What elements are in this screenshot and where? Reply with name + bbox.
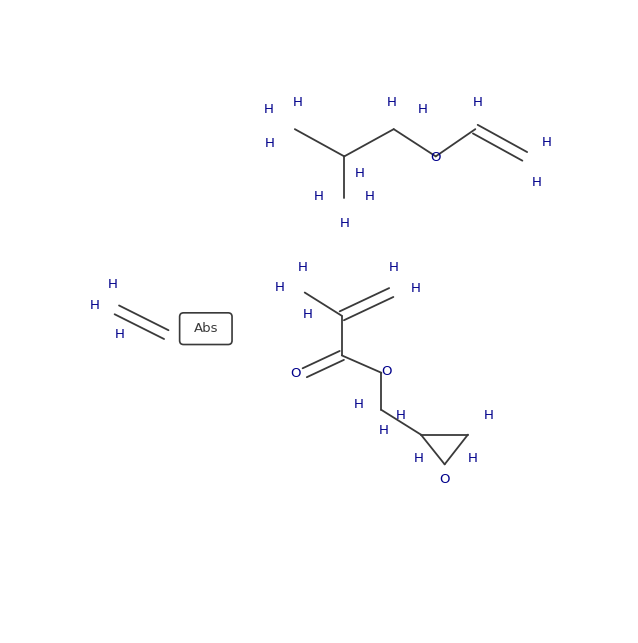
Text: H: H: [387, 96, 396, 109]
Text: H: H: [114, 328, 124, 341]
Text: H: H: [108, 278, 118, 291]
Text: H: H: [297, 261, 307, 275]
Text: H: H: [379, 424, 389, 437]
Text: H: H: [265, 136, 275, 150]
Text: H: H: [302, 308, 312, 322]
Text: H: H: [468, 452, 478, 465]
Text: H: H: [275, 281, 285, 294]
Text: H: H: [339, 217, 349, 230]
Text: H: H: [355, 167, 365, 180]
Text: H: H: [417, 103, 427, 116]
Text: O: O: [431, 151, 441, 165]
Text: H: H: [314, 190, 323, 203]
Text: H: H: [354, 399, 364, 412]
Text: H: H: [396, 410, 406, 422]
Text: O: O: [381, 365, 392, 377]
Text: Abs: Abs: [193, 322, 218, 335]
Text: H: H: [365, 190, 375, 203]
Text: H: H: [473, 96, 483, 109]
Text: H: H: [411, 282, 421, 295]
Text: O: O: [290, 367, 301, 380]
Text: H: H: [264, 103, 274, 116]
Text: H: H: [542, 136, 552, 149]
Text: H: H: [292, 96, 302, 109]
Text: H: H: [389, 261, 399, 275]
Text: H: H: [532, 176, 542, 189]
FancyBboxPatch shape: [180, 313, 232, 345]
Text: O: O: [440, 473, 450, 485]
Text: H: H: [484, 410, 494, 422]
Text: H: H: [90, 300, 100, 312]
Text: H: H: [413, 452, 424, 465]
